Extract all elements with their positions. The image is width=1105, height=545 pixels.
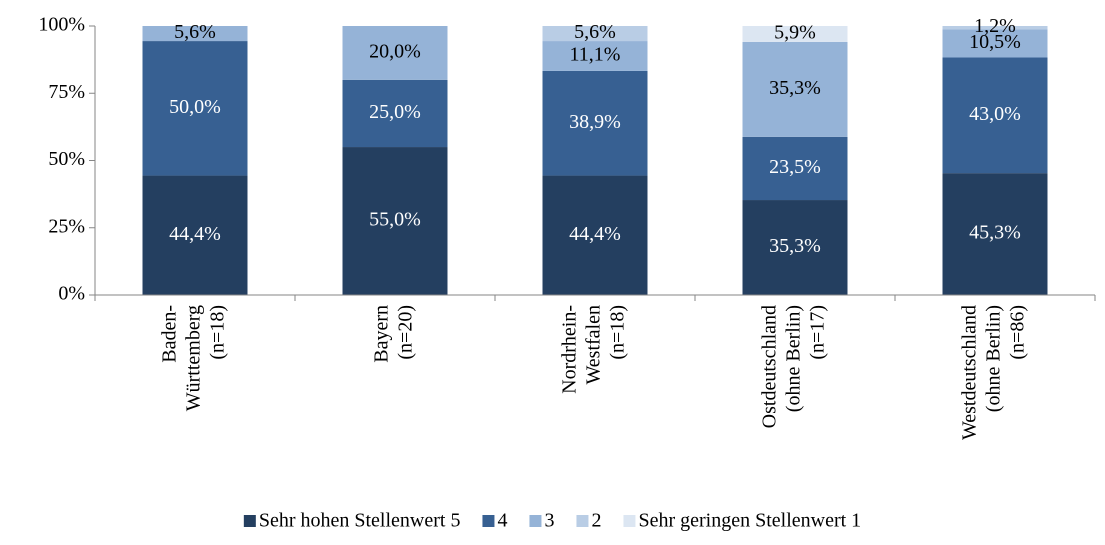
value-label: 1,2% bbox=[974, 15, 1016, 37]
bar-segment bbox=[542, 26, 648, 42]
bar-segment bbox=[742, 41, 848, 137]
x-tick-label: Ostdeutschland bbox=[759, 305, 781, 428]
value-label: 5,9% bbox=[774, 22, 816, 44]
bar-segment bbox=[942, 26, 1048, 30]
y-tick-label: 25% bbox=[48, 215, 85, 237]
bar-segment bbox=[542, 70, 648, 176]
legend-label: Sehr hohen Stellenwert 5 bbox=[259, 510, 461, 532]
bar-segment bbox=[742, 200, 848, 295]
value-label: 44,4% bbox=[569, 223, 621, 245]
value-label: 38,9% bbox=[569, 111, 621, 133]
x-tick-label: (ohne Berlin) bbox=[783, 305, 805, 412]
x-tick-label: Baden- bbox=[159, 305, 181, 363]
value-label: 45,3% bbox=[969, 222, 1021, 244]
y-tick-label: 75% bbox=[48, 81, 85, 103]
x-tick-label: (n=17) bbox=[807, 305, 829, 360]
bar-segment bbox=[342, 147, 448, 295]
x-tick-label: (n=86) bbox=[1007, 305, 1029, 360]
value-label: 20,0% bbox=[369, 40, 421, 62]
value-label: 35,3% bbox=[769, 235, 821, 257]
bar-segment bbox=[742, 26, 848, 42]
legend-swatch bbox=[623, 515, 636, 527]
value-label: 50,0% bbox=[169, 96, 221, 118]
x-tick-label: (n=18) bbox=[207, 305, 229, 360]
legend-label: 2 bbox=[591, 510, 601, 532]
x-tick-label: Nordrhein- bbox=[559, 305, 581, 394]
legend-label: 3 bbox=[544, 510, 554, 532]
bar-segment bbox=[542, 175, 648, 295]
value-label: 5,6% bbox=[574, 21, 616, 43]
x-tick-label: Westdeutschland bbox=[959, 305, 981, 440]
legend-swatch bbox=[529, 515, 542, 527]
legend-swatch bbox=[243, 515, 256, 527]
value-label: 23,5% bbox=[769, 156, 821, 178]
x-tick-label: Bayern bbox=[371, 305, 393, 363]
bar-segment bbox=[142, 26, 248, 42]
value-label: 25,0% bbox=[369, 101, 421, 123]
y-tick-label: 50% bbox=[48, 148, 85, 170]
y-tick-label: 0% bbox=[58, 283, 85, 305]
bar-segment bbox=[542, 41, 648, 71]
legend-label: Sehr geringen Stellenwert 1 bbox=[638, 510, 861, 532]
bar-segment bbox=[942, 57, 1048, 174]
value-label: 11,1% bbox=[570, 44, 621, 66]
legend-swatch bbox=[576, 515, 589, 527]
bar-segment bbox=[142, 41, 248, 176]
value-label: 43,0% bbox=[969, 103, 1021, 125]
value-label: 44,4% bbox=[169, 223, 221, 245]
x-tick-label: (ohne Berlin) bbox=[983, 305, 1005, 412]
value-label: 5,6% bbox=[174, 21, 216, 43]
x-tick-label: Westfalen bbox=[583, 305, 605, 384]
legend-swatch bbox=[482, 515, 495, 527]
bar-segment bbox=[942, 173, 1048, 295]
bar-segment bbox=[342, 26, 448, 80]
y-tick-label: 100% bbox=[38, 14, 85, 36]
value-label: 10,5% bbox=[969, 31, 1021, 53]
bar-segment bbox=[742, 136, 848, 201]
x-tick-label: (n=18) bbox=[607, 305, 629, 360]
bar-segment bbox=[942, 29, 1048, 58]
legend-label: 4 bbox=[497, 510, 507, 532]
value-label: 55,0% bbox=[369, 209, 421, 231]
x-tick-label: (n=20) bbox=[395, 305, 417, 360]
x-tick-label: Württemberg bbox=[183, 305, 205, 411]
bar-segment bbox=[142, 175, 248, 295]
bar-segment bbox=[342, 79, 448, 148]
value-label: 35,3% bbox=[769, 77, 821, 99]
